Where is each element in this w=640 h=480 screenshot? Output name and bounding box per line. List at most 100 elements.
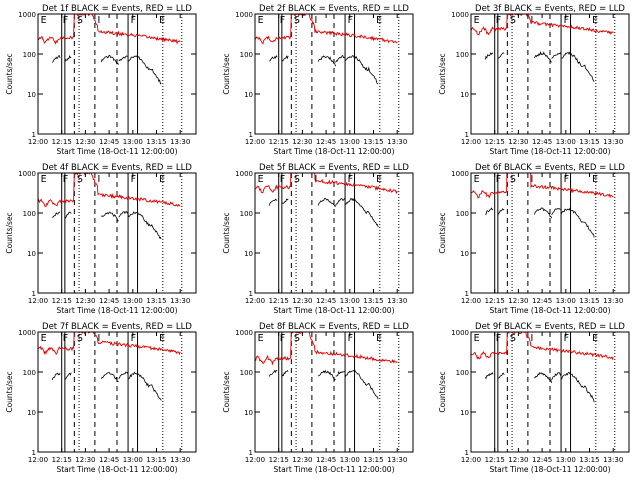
marker-label: F xyxy=(63,333,68,344)
y-tick-label: 1000 xyxy=(18,11,36,19)
events-series xyxy=(335,197,346,207)
y-tick-label: 1 xyxy=(249,290,253,298)
lld-series xyxy=(38,332,181,356)
marker-label: I xyxy=(314,333,317,344)
lld-series xyxy=(471,14,614,36)
lld-series xyxy=(38,14,181,45)
panel-title: Det 2f BLACK = Events, RED = LLD xyxy=(259,4,409,14)
x-tick-label: 13:00 xyxy=(123,297,143,305)
marker-label: I xyxy=(314,174,317,185)
events-series xyxy=(533,207,552,219)
x-tick-label: 12:45 xyxy=(99,456,119,464)
x-tick-label: 12:15 xyxy=(485,297,505,305)
y-tick-label: 10 xyxy=(460,250,469,258)
y-axis-label: Counts/sec xyxy=(5,212,14,253)
marker-label: F xyxy=(131,15,136,26)
marker-label: F xyxy=(496,174,501,185)
y-tick-label: 1000 xyxy=(18,329,36,337)
y-axis-label: Counts/sec xyxy=(5,53,14,94)
y-tick-label: 1000 xyxy=(18,170,36,178)
y-tick-label: 10 xyxy=(27,409,36,417)
marker-label: E xyxy=(376,174,382,185)
x-tick-label: 12:45 xyxy=(99,138,119,146)
y-tick-label: 100 xyxy=(240,210,253,218)
events-series xyxy=(52,211,61,218)
events-series xyxy=(485,207,494,215)
x-tick-label: 13:30 xyxy=(387,297,407,305)
x-tick-label: 13:15 xyxy=(363,456,383,464)
x-tick-label: 12:15 xyxy=(52,297,72,305)
y-axis-label: Counts/sec xyxy=(438,371,447,412)
events-series xyxy=(317,55,336,67)
marker-label: E xyxy=(592,15,598,26)
marker-label: F xyxy=(131,174,136,185)
events-series xyxy=(100,371,119,383)
y-tick-label: 10 xyxy=(244,250,253,258)
x-tick-label: 12:00 xyxy=(461,456,481,464)
x-axis-label: Start Time (18-Oct-11 12:00:00) xyxy=(489,465,610,474)
events-series xyxy=(100,54,119,65)
lld-series xyxy=(255,332,398,366)
x-tick-label: 12:30 xyxy=(292,456,312,464)
x-tick-label: 12:30 xyxy=(75,297,95,305)
y-tick-label: 100 xyxy=(456,51,469,59)
marker-label: I xyxy=(97,174,100,185)
x-tick-label: 13:15 xyxy=(579,138,599,146)
x-axis-label: Start Time (18-Oct-11 12:00:00) xyxy=(273,147,394,156)
x-tick-label: 12:30 xyxy=(508,297,528,305)
events-series xyxy=(64,372,72,380)
x-tick-label: 13:30 xyxy=(603,297,623,305)
marker-label: S xyxy=(77,174,83,185)
y-tick-label: 100 xyxy=(240,51,253,59)
marker-label: E xyxy=(474,333,480,344)
events-series xyxy=(127,55,162,85)
marker-label: F xyxy=(564,333,569,344)
marker-label: I xyxy=(530,15,533,26)
marker-label: E xyxy=(159,174,165,185)
events-series xyxy=(560,207,595,238)
x-tick-label: 12:00 xyxy=(245,456,265,464)
y-tick-label: 100 xyxy=(240,369,253,377)
plot-frame xyxy=(37,13,197,135)
y-tick-label: 100 xyxy=(23,210,36,218)
x-tick-label: 12:45 xyxy=(532,456,552,464)
lld-series xyxy=(471,332,614,361)
x-tick-label: 13:00 xyxy=(340,138,360,146)
plot-frame xyxy=(254,172,414,294)
x-tick-label: 13:30 xyxy=(170,138,190,146)
x-tick-label: 12:00 xyxy=(461,297,481,305)
x-axis-label: Start Time (18-Oct-11 12:00:00) xyxy=(489,306,610,315)
marker-label: I xyxy=(530,174,533,185)
x-tick-label: 13:15 xyxy=(146,138,166,146)
panel-title: Det 5f BLACK = Events, RED = LLD xyxy=(259,163,409,173)
x-tick-label: 12:15 xyxy=(52,138,72,146)
x-tick-label: 12:30 xyxy=(75,138,95,146)
x-tick-label: 12:00 xyxy=(28,138,48,146)
events-series xyxy=(560,371,595,403)
y-tick-label: 1000 xyxy=(451,329,469,337)
y-tick-label: 10 xyxy=(244,91,253,99)
events-series xyxy=(281,370,289,377)
panel-title: Det 1f BLACK = Events, RED = LLD xyxy=(42,4,192,14)
y-tick-label: 100 xyxy=(23,369,36,377)
y-tick-label: 1000 xyxy=(451,11,469,19)
y-tick-label: 1000 xyxy=(451,170,469,178)
y-tick-label: 100 xyxy=(456,369,469,377)
y-axis-label: Counts/sec xyxy=(438,212,447,253)
x-tick-label: 12:15 xyxy=(485,138,505,146)
y-tick-label: 1000 xyxy=(235,329,253,337)
y-tick-label: 10 xyxy=(27,250,36,258)
x-tick-label: 12:30 xyxy=(75,456,95,464)
events-series xyxy=(268,198,278,206)
x-axis-label: Start Time (18-Oct-11 12:00:00) xyxy=(56,465,177,474)
events-series xyxy=(344,369,379,400)
marker-label: E xyxy=(376,333,382,344)
lld-series xyxy=(255,14,398,45)
x-tick-label: 12:00 xyxy=(461,138,481,146)
y-tick-label: 1 xyxy=(32,131,36,139)
x-tick-label: 12:15 xyxy=(269,456,289,464)
